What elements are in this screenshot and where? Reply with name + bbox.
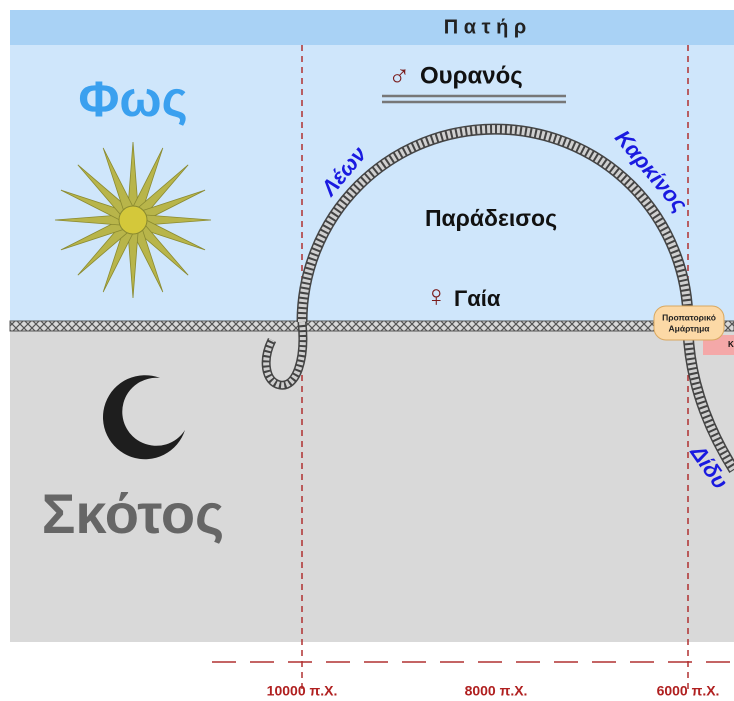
light-label: Φως	[78, 71, 187, 127]
mars-symbol: ♂	[388, 59, 411, 92]
ouranos-label: Ουρανός	[420, 62, 523, 89]
horizon-rope	[10, 321, 734, 331]
header-band	[10, 10, 734, 45]
diagram: Π α τ ή ρ Φως Σκότος ♂ Ουρανός Λέων Καρκ…	[0, 0, 734, 701]
gaia-label: Γαία	[454, 286, 501, 311]
timeline-label: 6000 π.Χ.	[657, 683, 720, 699]
paradise-label: Παράδεισος	[425, 205, 557, 231]
venus-symbol: ♀	[425, 280, 448, 313]
sin-label-1: Προπατορικό	[662, 312, 716, 322]
sin-label-2: Αμάρτημα	[669, 323, 711, 333]
timeline-label: 8000 π.Χ.	[465, 683, 528, 699]
cut-box-label: Κ	[728, 340, 734, 349]
header-title: Π α τ ή ρ	[444, 16, 526, 38]
darkness-label: Σκότος	[42, 482, 224, 545]
timeline-label: 10000 π.Χ.	[267, 683, 338, 699]
sun	[55, 142, 211, 298]
